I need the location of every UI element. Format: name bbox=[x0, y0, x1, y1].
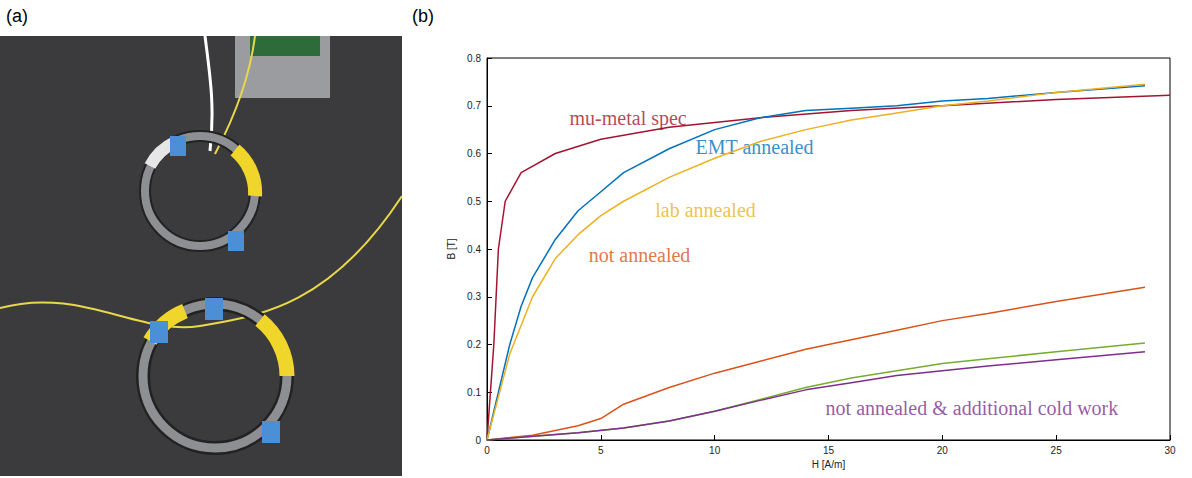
svg-text:0.1: 0.1 bbox=[467, 387, 481, 398]
svg-text:not annealed & additional cold: not annealed & additional cold work bbox=[826, 397, 1119, 419]
svg-text:10: 10 bbox=[709, 445, 721, 456]
svg-text:0.7: 0.7 bbox=[467, 100, 481, 111]
svg-text:0.3: 0.3 bbox=[467, 291, 481, 302]
svg-text:5: 5 bbox=[598, 445, 604, 456]
svg-text:20: 20 bbox=[937, 445, 949, 456]
svg-text:0.8: 0.8 bbox=[467, 53, 481, 64]
svg-text:25: 25 bbox=[1051, 445, 1063, 456]
svg-text:lab annealed: lab annealed bbox=[655, 199, 756, 221]
svg-text:0.5: 0.5 bbox=[467, 196, 481, 207]
svg-text:H [A/m]: H [A/m] bbox=[812, 459, 846, 470]
html-text:(b): (b) bbox=[412, 6, 434, 26]
svg-text:0: 0 bbox=[484, 445, 490, 456]
svg-text:0: 0 bbox=[475, 435, 481, 446]
svg-text:EMT annealed: EMT annealed bbox=[696, 136, 814, 158]
svg-text:0.6: 0.6 bbox=[467, 148, 481, 159]
svg-text:B [T]: B [T] bbox=[446, 238, 457, 259]
svg-text:mu-metal spec: mu-metal spec bbox=[569, 107, 687, 130]
svg-text:0.4: 0.4 bbox=[467, 244, 481, 255]
html-text:(a): (a) bbox=[6, 6, 28, 26]
svg-text:not annealed: not annealed bbox=[589, 244, 691, 266]
svg-text:30: 30 bbox=[1164, 445, 1176, 456]
svg-text:0.2: 0.2 bbox=[467, 339, 481, 350]
svg-text:15: 15 bbox=[823, 445, 835, 456]
